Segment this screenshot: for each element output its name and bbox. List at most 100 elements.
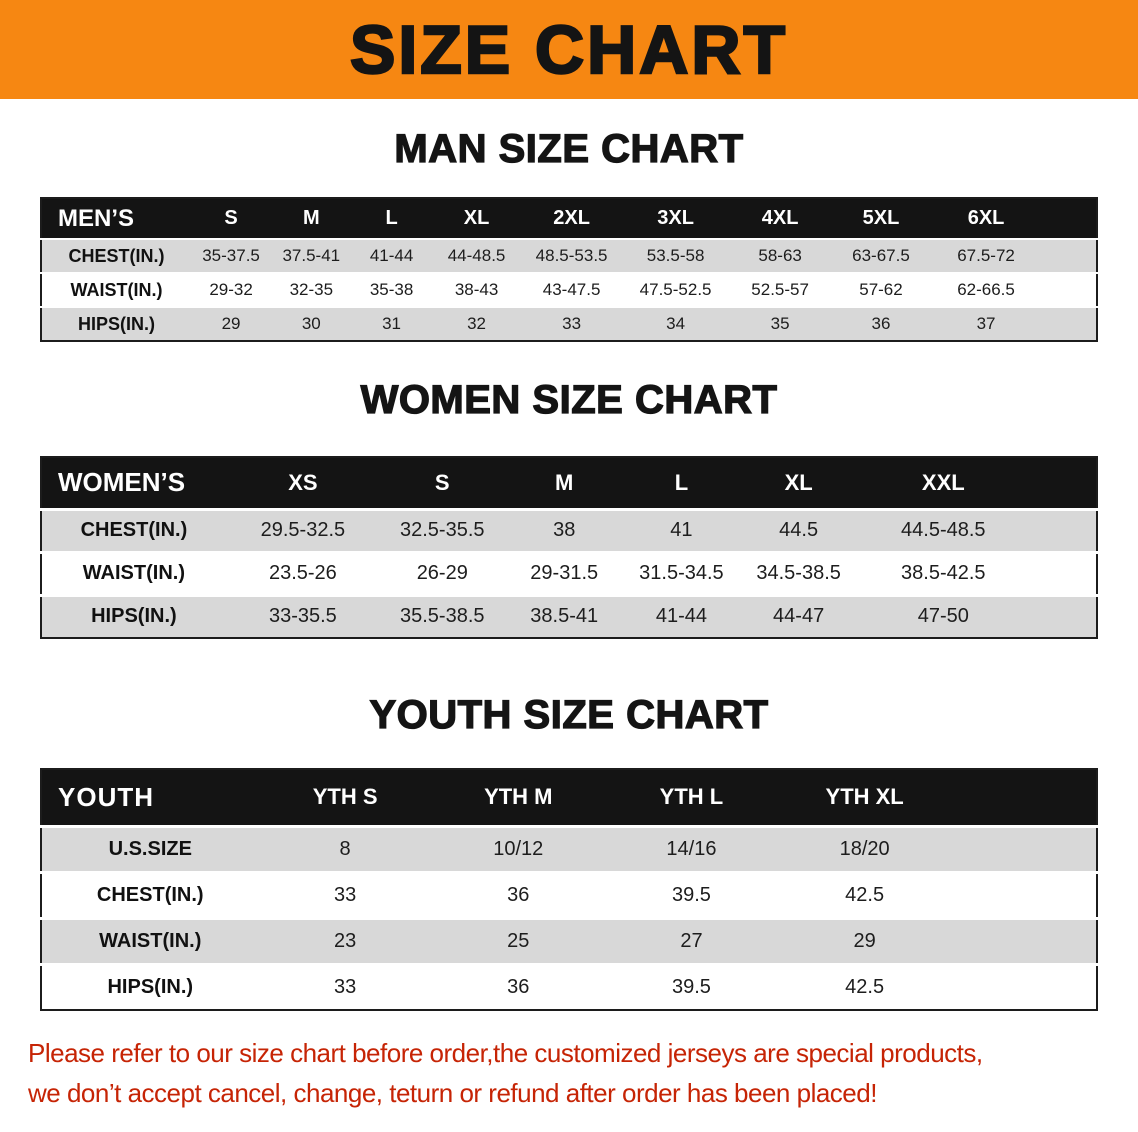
measurement-value-cell: 31.5-34.5 <box>639 562 724 584</box>
measurement-value-cell: 37.5-41 <box>282 246 341 265</box>
filler-cell <box>951 918 1097 964</box>
measurement-value-cell: 27 <box>680 929 703 952</box>
size-header-cell: M <box>555 469 574 495</box>
measurement-row: WAIST(IN.) 23 25 27 29 <box>41 918 1097 964</box>
table-title-cell: WOMEN’S <box>58 467 186 498</box>
measurement-value-cell: 25 <box>507 929 530 952</box>
measurement-value-cell: 41-44 <box>369 246 414 265</box>
measurement-row: CHEST(IN.) 33 36 39.5 42.5 <box>41 872 1097 918</box>
measurement-value-cell: 53.5-58 <box>646 246 705 265</box>
filler-cell <box>1028 552 1097 595</box>
women-section-heading: WOMEN SIZE CHART <box>360 377 778 422</box>
measurement-row: HIPS(IN.) 33-35.5 35.5-38.5 38.5-41 41-44 44-… <box>41 595 1097 638</box>
measurement-label-cell: HIPS(IN.) <box>107 975 194 998</box>
disclaimer-line-2: we don’t accept cancel, change, teturn o… <box>28 1078 877 1108</box>
filler-cell <box>1041 239 1097 273</box>
size-header-cell: 5XL <box>862 207 900 229</box>
size-header-cell: S <box>434 469 450 495</box>
size-header-cell: YTH M <box>484 784 553 810</box>
measurement-value-cell: 8 <box>339 837 351 860</box>
header-row: MEN’S S M L XL 2XL 3XL 4XL 5XL 6XL <box>41 198 1097 239</box>
measurement-row: WAIST(IN.) 29-32 32-35 35-38 38-43 43-47.5 47.… <box>41 273 1097 307</box>
size-header-cell: S <box>224 207 238 229</box>
measurement-value-cell: 44.5 <box>779 519 819 541</box>
filler-cell <box>951 826 1097 872</box>
measurement-value-cell: 36 <box>507 883 530 906</box>
measurement-row: HIPS(IN.) 29 30 31 32 33 34 35 36 37 <box>41 307 1097 341</box>
measurement-value-cell: 36 <box>871 314 891 333</box>
page-title: SIZE CHART <box>349 11 788 88</box>
measurement-row: CHEST(IN.) 29.5-32.5 32.5-35.5 38 41 44.5 44.5… <box>41 509 1097 552</box>
youth-size-section: YOUTH SIZE CHART YOUTH YTH S YTH M YTH L YTH… <box>0 691 1138 1011</box>
measurement-row: HIPS(IN.) 33 36 39.5 42.5 <box>41 964 1097 1010</box>
size-header-cell: M <box>302 207 320 229</box>
measurement-row: WAIST(IN.) 23.5-26 26-29 29-31.5 31.5-34.5 34… <box>41 552 1097 595</box>
measurement-value-cell: 48.5-53.5 <box>535 246 608 265</box>
measurement-value-cell: 42.5 <box>845 883 885 906</box>
size-header-cell: 3XL <box>657 207 694 229</box>
measurement-value-cell: 31 <box>382 314 402 333</box>
measurement-value-cell: 37 <box>976 314 996 333</box>
filler-cell <box>1041 273 1097 307</box>
measurement-value-cell: 47-50 <box>917 605 969 628</box>
size-header-cell: YTH L <box>659 784 724 810</box>
size-header-cell: L <box>674 469 689 495</box>
measurement-label-cell: WAIST(IN.) <box>82 562 185 584</box>
size-header-cell: 2XL <box>553 207 590 229</box>
filler-cell <box>1041 198 1097 239</box>
measurement-value-cell: 38 <box>553 519 576 541</box>
measurement-value-cell: 29.5-32.5 <box>260 519 346 541</box>
measurement-value-cell: 35 <box>770 314 790 333</box>
measurement-value-cell: 41 <box>670 519 693 541</box>
size-header-cell: YTH S <box>312 784 378 810</box>
measurement-value-cell: 62-66.5 <box>957 280 1015 299</box>
men-section-heading: MAN SIZE CHART <box>394 126 744 171</box>
measurement-value-cell: 63-67.5 <box>852 246 910 265</box>
measurement-value-cell: 29 <box>221 314 241 333</box>
size-header-cell: XXL <box>921 469 965 495</box>
table-title-cell: YOUTH <box>58 781 154 812</box>
measurement-value-cell: 38.5-42.5 <box>901 562 986 584</box>
measurement-row: CHEST(IN.) 35-37.5 37.5-41 41-44 44-48.5 48.5… <box>41 239 1097 273</box>
measurement-value-cell: 10/12 <box>493 837 544 860</box>
measurement-value-cell: 29-32 <box>209 280 253 299</box>
measurement-value-cell: 33 <box>333 975 357 998</box>
table-title-cell: MEN’S <box>58 204 135 232</box>
measurement-value-cell: 14/16 <box>666 837 717 860</box>
filler-cell <box>1028 457 1097 509</box>
measurement-value-cell: 52.5-57 <box>751 280 809 299</box>
size-header-cell: 4XL <box>761 207 799 229</box>
measurement-value-cell: 39.5 <box>671 883 711 906</box>
measurement-value-cell: 57-62 <box>859 280 903 299</box>
measurement-value-cell: 35-38 <box>369 280 414 299</box>
measurement-value-cell: 32-35 <box>289 280 334 299</box>
measurement-label-cell: WAIST(IN.) <box>70 279 163 300</box>
disclaimer-line-1: Please refer to our size chart before or… <box>28 1038 983 1068</box>
measurement-value-cell: 30 <box>301 314 321 333</box>
header-row: WOMEN’S XS S M L XL XXL <box>41 457 1097 509</box>
measurement-value-cell: 35.5-38.5 <box>400 605 485 628</box>
measurement-value-cell: 39.5 <box>671 975 711 998</box>
measurement-value-cell: 32.5-35.5 <box>400 519 485 541</box>
filler-cell <box>951 964 1097 1010</box>
youth-size-table: YOUTH YTH S YTH M YTH L YTH XL U.S.SIZE 8 10/12… <box>40 768 1098 1011</box>
size-header-cell: 6XL <box>967 207 1005 229</box>
measurement-value-cell: 34.5-38.5 <box>756 562 841 584</box>
measurement-value-cell: 44-47 <box>773 605 825 628</box>
measurement-value-cell: 42.5 <box>845 975 885 998</box>
filler-cell <box>951 769 1097 826</box>
size-header-cell: L <box>385 207 398 229</box>
measurement-value-cell: 67.5-72 <box>957 246 1015 265</box>
measurement-value-cell: 29-31.5 <box>530 562 599 584</box>
filler-cell <box>1028 509 1097 552</box>
measurement-value-cell: 33 <box>333 883 357 906</box>
size-header-cell: XL <box>463 207 490 229</box>
measurement-value-cell: 44.5-48.5 <box>901 519 986 541</box>
women-size-section: WOMEN SIZE CHART WOMEN’S XS S M L XL XXL CHEST(… <box>0 376 1138 639</box>
measurement-row: U.S.SIZE 8 10/12 14/16 18/20 <box>41 826 1097 872</box>
filler-cell <box>1041 307 1097 341</box>
measurement-value-cell: 41-44 <box>655 605 707 628</box>
measurement-value-cell: 29 <box>853 929 876 952</box>
men-size-section: MAN SIZE CHART MEN’S S M L XL 2XL 3XL 4XL 5XL 6XL… <box>0 125 1138 342</box>
